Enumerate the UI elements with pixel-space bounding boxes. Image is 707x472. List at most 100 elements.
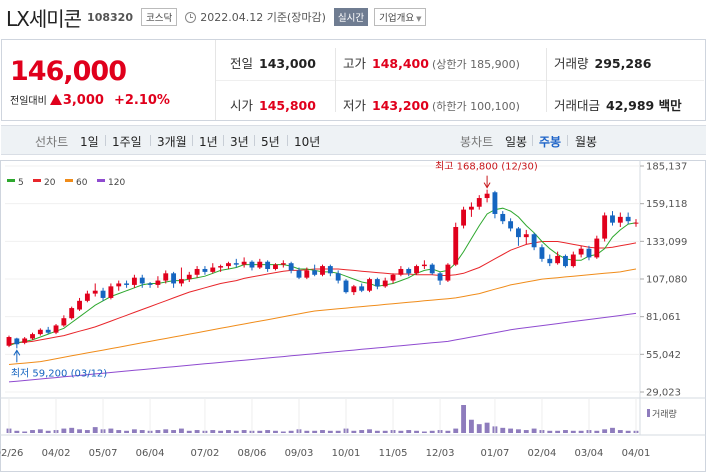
y-tick-label: 159,118: [646, 199, 687, 210]
candle-body: [233, 263, 239, 265]
period-3m[interactable]: 3개월: [157, 135, 187, 149]
candle-body: [273, 264, 278, 269]
chart-frame: [0, 160, 706, 472]
candle-body: [53, 325, 59, 333]
volume-bar: [421, 431, 427, 433]
volume-bar: [312, 430, 318, 433]
low-value: 143,200: [372, 98, 429, 113]
candle-body: [508, 221, 514, 229]
chevron-down-icon: ▼: [416, 15, 422, 23]
candle-body: [476, 198, 482, 207]
column-divider: [546, 48, 547, 112]
volume-bar: [108, 428, 114, 433]
candle-body: [555, 255, 561, 264]
prev-close-cell: 전일 143,000: [230, 53, 316, 72]
volume-bar: [563, 430, 568, 433]
candle-body: [178, 279, 184, 284]
volume-bar: [116, 430, 122, 433]
volume-bar: [429, 430, 435, 433]
company-overview-button[interactable]: 기업개요 ▼: [374, 8, 427, 26]
candle-body: [406, 268, 412, 274]
candlestick-chart[interactable]: 5 20 60 120 185,137 159,118 133,099 107,080 81,0…: [0, 160, 707, 472]
volume-legend-label: 거래량: [652, 408, 677, 420]
volume-bar: [570, 430, 576, 433]
x-tick-label: 08/06: [238, 448, 267, 459]
y-tick-label: 29,023: [646, 388, 681, 399]
volume-bar: [273, 430, 278, 433]
candle-body: [108, 286, 114, 298]
volume-bar: [178, 428, 184, 433]
candle-body: [280, 263, 286, 265]
market-badge: 코스닥: [140, 8, 178, 26]
price-summary: 146,000 전일대비 3,000 +2.10% 전일 143,000 고가 148,…: [1, 39, 706, 121]
y-tick-label: 185,137: [646, 162, 687, 173]
candle-body: [563, 255, 568, 267]
period-1y[interactable]: 1년: [199, 135, 218, 149]
volume-bar: [69, 427, 75, 433]
clock-icon: [185, 11, 197, 23]
candle-body: [30, 334, 35, 339]
candle-weekly[interactable]: 주봉: [539, 135, 562, 149]
legend-label-120: 120: [108, 178, 125, 188]
candle-body: [547, 258, 553, 264]
volume-cell: 거래량 295,286: [554, 53, 651, 72]
candle-body: [304, 270, 310, 278]
candle-body: [492, 192, 498, 214]
candle-body: [359, 286, 365, 291]
chart-svg: 5 20 60 120 185,137 159,118 133,099 107,080 81,0…: [0, 160, 706, 472]
volume-bar: [218, 430, 224, 433]
volume-bar: [335, 430, 341, 433]
candle-monthly[interactable]: 월봉: [575, 135, 598, 149]
candle-body: [461, 209, 467, 226]
candle-body: [124, 283, 129, 285]
high-label: 고가: [343, 56, 367, 71]
candle-body: [602, 215, 608, 239]
realtime-button[interactable]: 실시간: [333, 8, 369, 26]
y-tick-label: 81,061: [646, 312, 681, 323]
low-cell: 저가 143,200 (하한가 100,100): [343, 95, 520, 114]
line-chart-label: 선차트: [35, 135, 69, 149]
candle-body: [335, 273, 341, 281]
y-tick-label: 133,099: [646, 237, 687, 248]
period-5y[interactable]: 5년: [261, 135, 280, 149]
divider: [254, 135, 255, 146]
candle-body: [147, 283, 153, 285]
volume-bar: [320, 430, 325, 433]
volume-bar: [131, 429, 137, 433]
low-annotation: 최저 59,200 (03/12): [11, 367, 107, 379]
volume-bar: [37, 429, 43, 433]
candle-body: [155, 280, 161, 285]
volume-bar: [194, 430, 200, 433]
volume-bar: [531, 428, 537, 433]
candle-body: [617, 216, 623, 223]
period-1d[interactable]: 1일: [80, 135, 99, 149]
period-10y[interactable]: 10년: [294, 135, 321, 149]
candle-body: [421, 264, 427, 267]
volume-bar: [468, 419, 474, 433]
candle-daily[interactable]: 일봉: [505, 135, 528, 149]
volume-bar: [445, 430, 451, 433]
period-3y[interactable]: 3년: [230, 135, 249, 149]
candle-body: [390, 274, 396, 281]
volume-bar: [155, 430, 161, 433]
candle-body: [45, 329, 51, 333]
candle-body: [500, 213, 506, 222]
x-tick-label: 11/05: [379, 448, 408, 459]
volume-bar: [602, 429, 608, 433]
legend-swatch-5: [7, 179, 15, 182]
period-1w[interactable]: 1주일: [112, 135, 142, 149]
x-tick-label: 02/04: [528, 448, 557, 459]
price-box: 146,000 전일대비 3,000 +2.10%: [2, 40, 216, 120]
volume-bar: [77, 429, 82, 433]
candle-body: [468, 206, 474, 210]
volume-bar: [226, 430, 231, 433]
volume-bar: [414, 430, 419, 433]
volume-bar: [508, 428, 514, 433]
candle-body: [257, 261, 263, 268]
stock-name: LX세미콘: [6, 6, 82, 31]
high-value: 148,400: [372, 56, 429, 71]
volume-bar: [327, 430, 333, 433]
candle-body: [586, 248, 592, 258]
volume-bar: [594, 430, 600, 433]
